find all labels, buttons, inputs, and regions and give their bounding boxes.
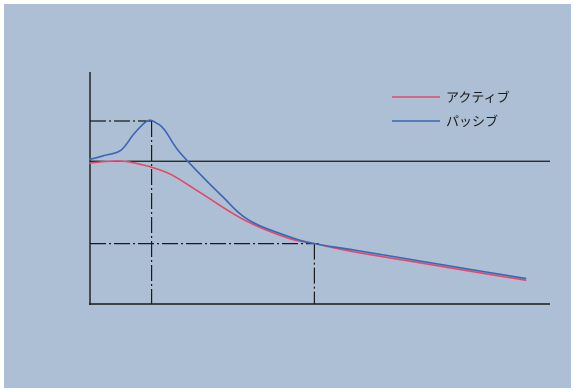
series-line-passive: [89, 119, 527, 280]
legend-label-passive: パッシブ: [446, 114, 498, 130]
legend: アクティブ パッシブ: [392, 90, 510, 130]
legend-label-active: アクティブ: [446, 90, 510, 106]
series-line-active: [89, 160, 527, 281]
series-lines: [89, 119, 527, 281]
chart-panel: [4, 4, 571, 388]
axes: [89, 72, 550, 305]
reference-lines: [90, 120, 550, 304]
